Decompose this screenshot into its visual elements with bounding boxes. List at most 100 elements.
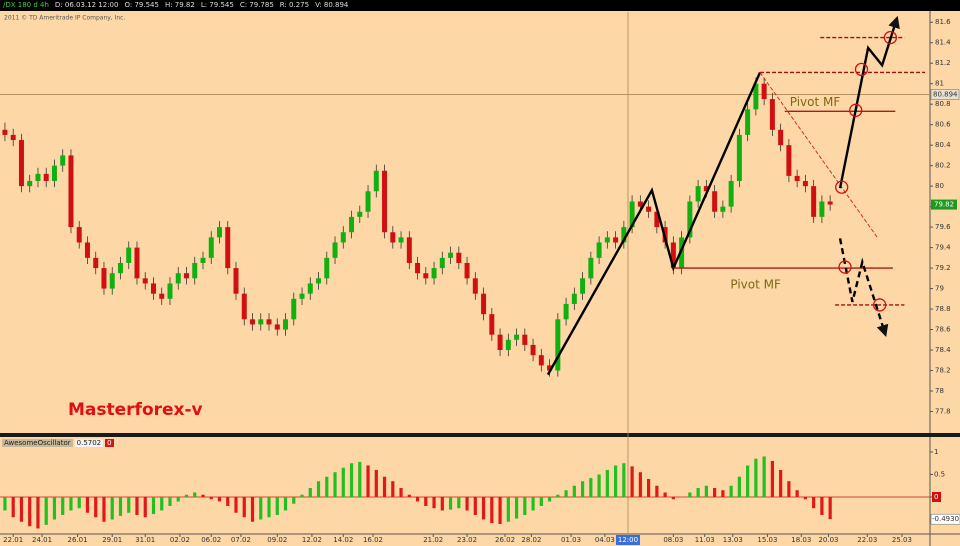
oscillator-bar [481,496,486,520]
candle-body [571,293,577,304]
candle-body [456,252,462,263]
oscillator-bar [498,496,502,524]
oscillator-bar [391,481,395,497]
y-tick-label: 78 [935,387,944,395]
oscillator-bar [250,496,255,522]
oscillator-bar [465,496,469,511]
field: C: 79.785 [239,1,274,9]
x-tick-label: 11.03 [695,536,715,544]
x-tick-label: 13.03 [723,536,743,544]
oscillator-bar [713,487,717,497]
x-tick-label: 07.02 [231,536,251,544]
annotation-circle [838,260,852,274]
candle-body [398,237,404,243]
oscillator-bar [779,469,783,497]
candle-body [538,355,544,366]
candle-body [217,227,223,238]
oscillator-bar [696,487,700,497]
candle-body [514,334,520,340]
y-tick-label: 80.2 [935,162,951,170]
candle-body [497,334,503,351]
oscillator-bar [184,494,189,497]
field: R: 0.275 [279,1,310,9]
candle-body [439,257,445,269]
x-tick-label: 08.03 [663,536,683,544]
candle-body [580,278,586,294]
oscillator-bar [358,461,362,497]
candle-body [679,237,685,269]
annotation-circle [835,180,849,194]
oscillator-bar [812,496,816,509]
oscillator-bar [688,492,692,497]
field: L: 79.545 [200,1,234,9]
candle-body [10,134,16,141]
candle-body [365,191,371,212]
copyright: 2011 © TD Ameritrade IP Company, Inc. [4,15,125,22]
candle-body [192,262,198,279]
annotation-circle [883,30,898,45]
oscillator-bar [118,496,123,516]
oscillator-bar [704,485,708,497]
candle-body [786,145,792,176]
oscillator-bar [531,496,535,511]
candle-body [712,191,718,212]
candle-body [472,278,478,294]
oscillator-bar [523,496,527,515]
x-tick-label: 31.01 [135,536,155,544]
oscillator-bar [680,496,684,498]
candle-body [208,237,214,258]
candle-body [654,211,660,228]
oscillator-bar [597,474,601,497]
candle-body [588,257,594,279]
candle-body [563,303,569,320]
candle-body [349,216,355,233]
y-tick-label: 79 [935,285,944,293]
oscillator-bar [613,465,618,497]
oscillator-bar [721,490,725,497]
y-tick-label: 79.6 [935,223,951,231]
oscillator-bar [366,465,370,497]
oscillator-bar [168,496,172,506]
y-tick-label: 0 [934,493,938,501]
candle-body [142,278,148,284]
x-tick-label: 04.03 [595,536,615,544]
y-tick-label: 80.8 [935,100,951,108]
candle-body [159,293,165,299]
oscillator-bar [201,494,205,497]
candle-body [728,181,734,207]
x-tick-label: 18.03 [791,536,811,544]
crosshair-y-box [930,89,960,100]
oscillator-bar [36,496,40,529]
oscillator-bar [160,496,164,511]
candle-body [35,173,41,182]
x-tick-label: 14.02 [333,536,353,544]
annotation-line [759,72,879,239]
y-tick-label: 79.2 [935,264,951,272]
candle-body [522,334,528,345]
candle-body [464,262,470,279]
zero-box [932,491,941,502]
candle-body [233,268,239,294]
oscillator-bar [787,481,791,497]
y-tick-label: 78.8 [935,305,951,313]
candle-body [299,293,305,299]
candle-body [134,247,140,279]
field: O: 79.545 [124,1,159,9]
candle-body [101,268,107,289]
candle-body [547,365,553,371]
oscillator-bar [135,496,139,515]
last-price: 79.82 [934,201,954,209]
candle-body [76,227,82,243]
candle-body [84,242,90,258]
candle-body [613,237,619,243]
oscillator-bar [762,456,766,497]
x-tick-label: 12.02 [302,536,322,544]
oscillator-bar [127,496,131,513]
candle-body [117,262,123,274]
oscillator-bar [267,496,271,518]
candle-body [150,283,156,294]
candle-body [60,155,66,166]
candle-body [637,201,643,207]
y-tick-label: 81 [935,80,944,88]
y-tick-label: 78.6 [935,326,951,334]
